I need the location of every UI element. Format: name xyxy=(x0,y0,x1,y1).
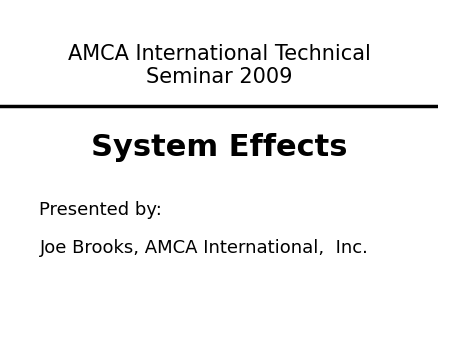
Text: System Effects: System Effects xyxy=(91,132,347,162)
Text: Joe Brooks, AMCA International,  Inc.: Joe Brooks, AMCA International, Inc. xyxy=(40,239,369,258)
Text: Presented by:: Presented by: xyxy=(40,200,162,219)
Text: AMCA International Technical
Seminar 2009: AMCA International Technical Seminar 200… xyxy=(68,44,371,87)
